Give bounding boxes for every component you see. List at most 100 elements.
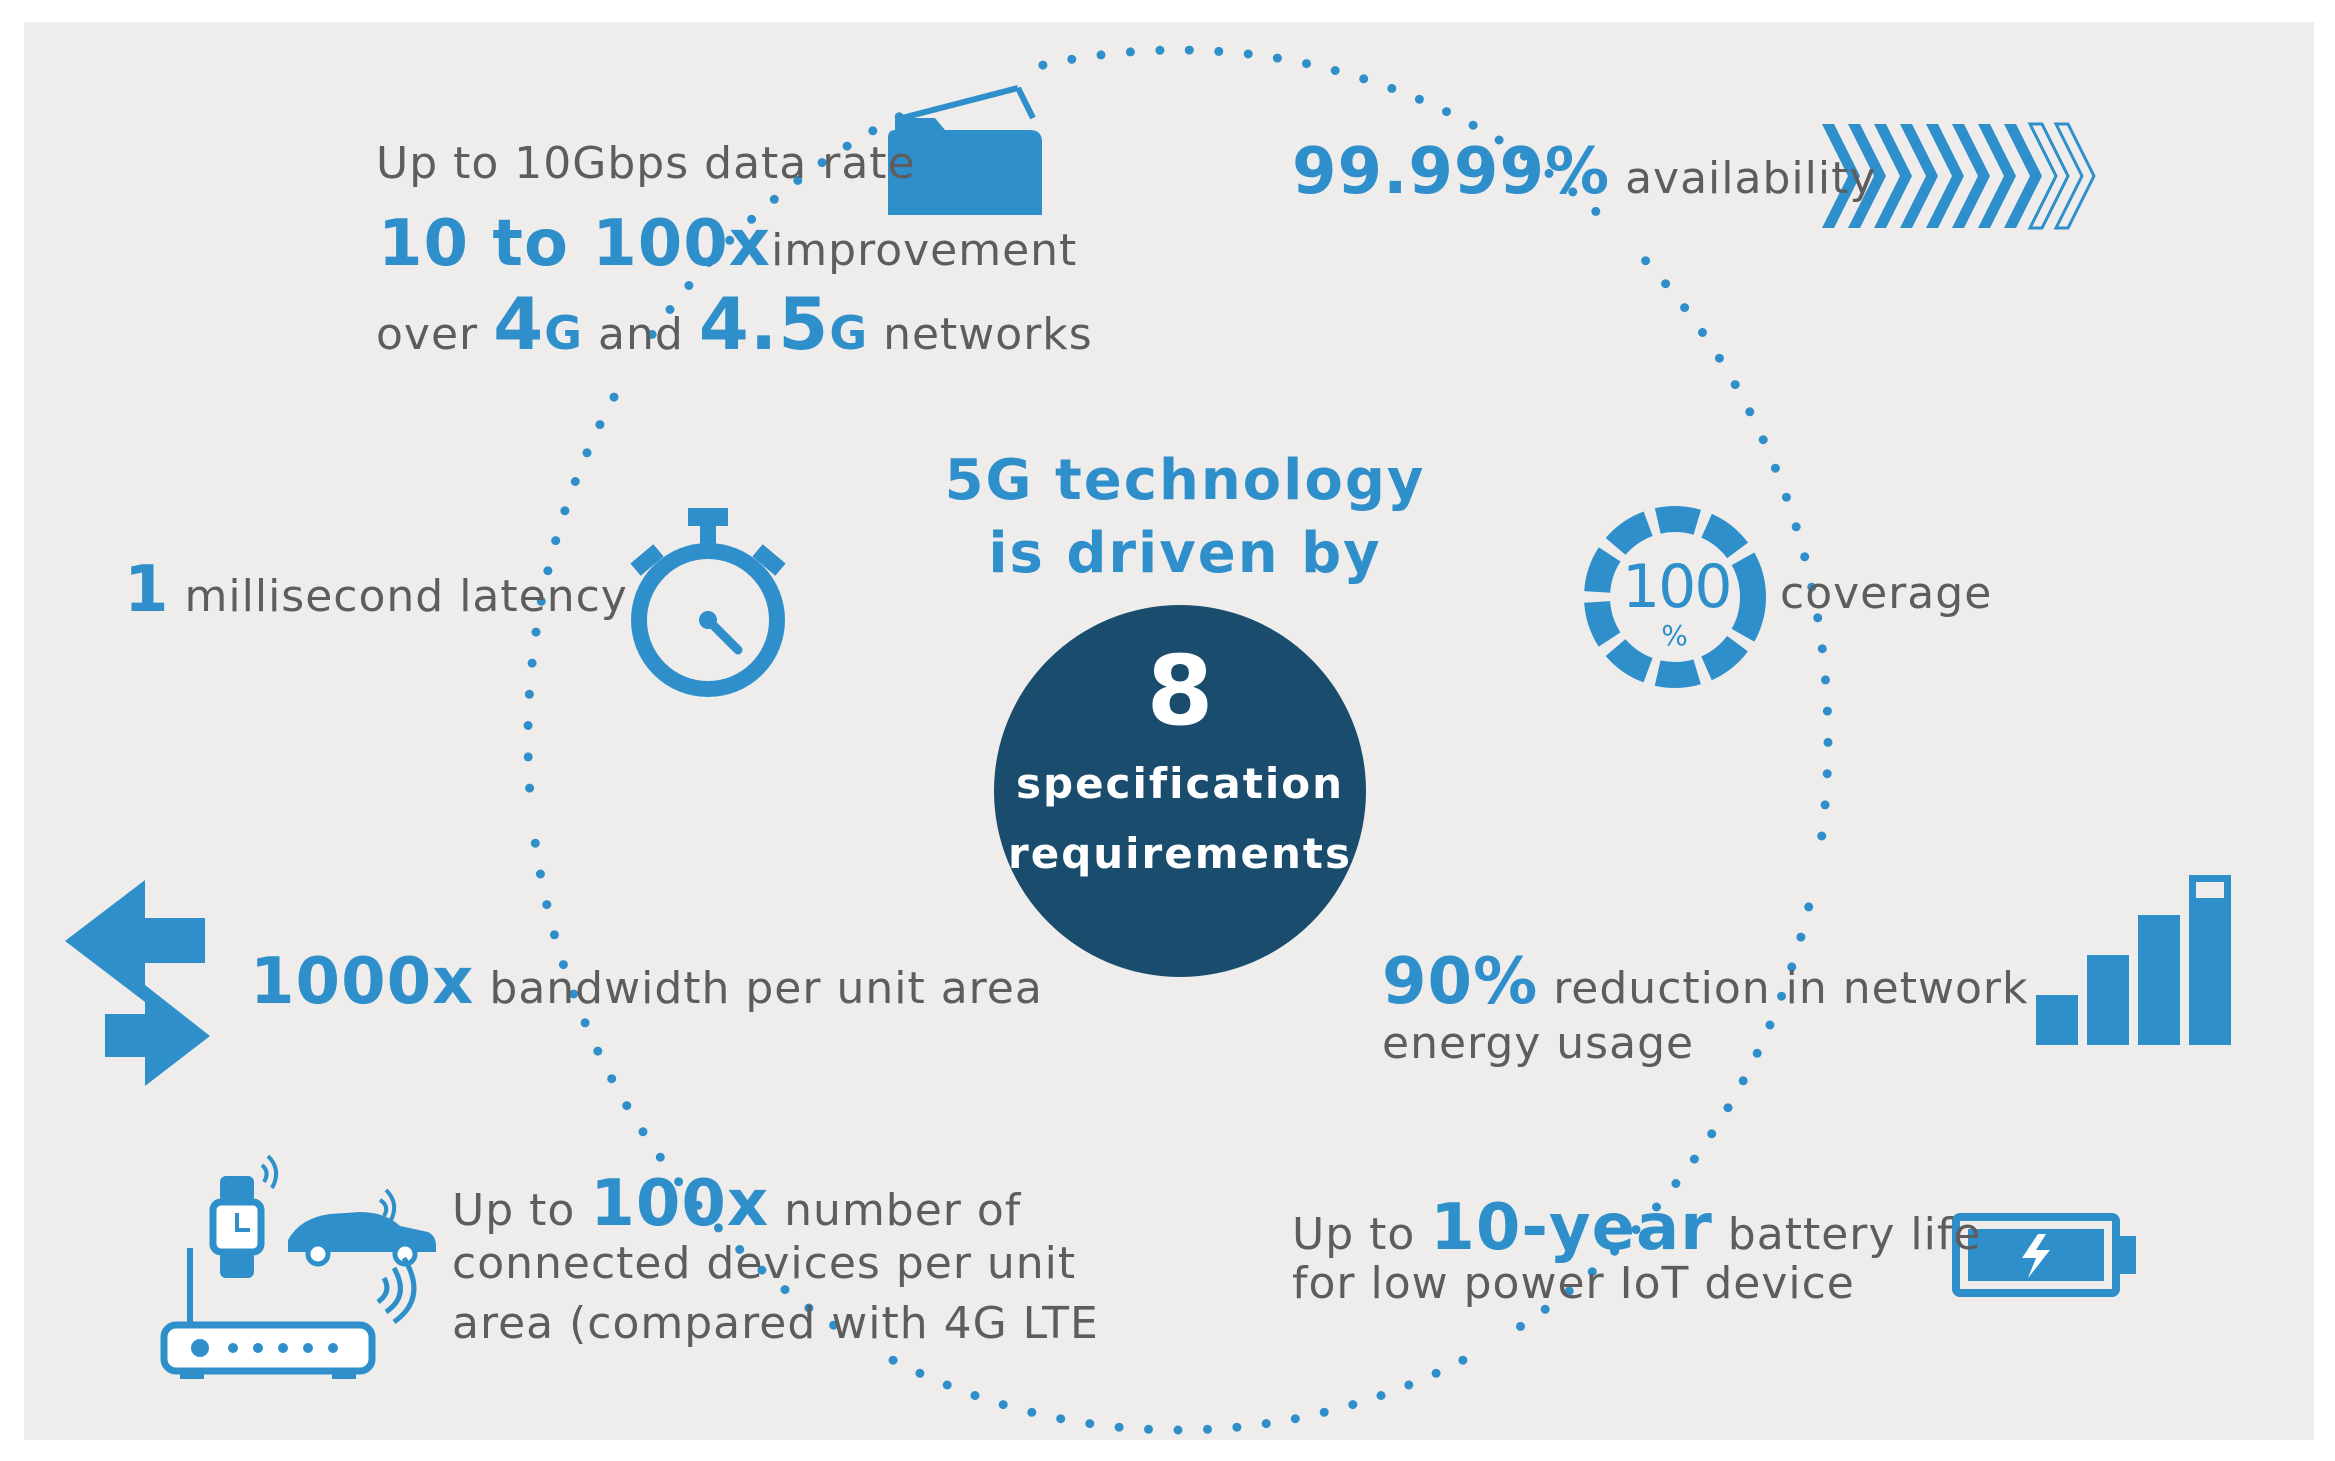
ring-dot bbox=[1468, 120, 1478, 130]
ring-dot bbox=[1125, 47, 1135, 57]
ring-dot bbox=[1800, 552, 1810, 562]
ring-dot bbox=[1330, 66, 1340, 75]
ring-dot bbox=[1777, 991, 1786, 1001]
ring-dot bbox=[1745, 407, 1755, 417]
ring-dot bbox=[1813, 613, 1823, 623]
ring-dot bbox=[1067, 54, 1077, 64]
latency-value: 1 bbox=[124, 553, 170, 627]
ring-dot bbox=[1564, 1286, 1574, 1296]
availability-value: 99.999% bbox=[1292, 135, 1611, 209]
ring-dot bbox=[747, 214, 757, 224]
ring-dot bbox=[1114, 1422, 1124, 1432]
center-circle: 8 specification requirements bbox=[994, 605, 1366, 977]
ring-dot bbox=[1707, 1129, 1717, 1139]
title-line-1: 5G technology bbox=[944, 448, 1426, 513]
over-text: over bbox=[376, 309, 479, 360]
ring-dot bbox=[1822, 769, 1832, 779]
ring-dot bbox=[665, 305, 675, 314]
ring-dot bbox=[1631, 1225, 1641, 1235]
energy-label-1: reduction in network bbox=[1553, 963, 2029, 1014]
ring-dot bbox=[1096, 50, 1106, 60]
ring-dot bbox=[1820, 800, 1830, 810]
ring-dot bbox=[1817, 831, 1827, 841]
folder-icon bbox=[888, 85, 1042, 215]
bandwidth-label: bandwidth per unit area bbox=[489, 963, 1043, 1014]
ring-dot bbox=[531, 627, 541, 637]
ring-dot bbox=[560, 506, 570, 516]
ring-dot bbox=[769, 194, 779, 204]
ring-dot bbox=[829, 1320, 839, 1330]
chevron-mark bbox=[1822, 124, 1860, 228]
energy-label-2: energy usage bbox=[1382, 1018, 1695, 1069]
availability-line: 99.999% availability bbox=[1292, 140, 1876, 204]
latency-line: 1 millisecond latency bbox=[124, 558, 628, 622]
ring-dot bbox=[580, 1018, 590, 1028]
energy-line-1: 90% reduction in network bbox=[1382, 950, 2028, 1014]
ring-dot bbox=[549, 930, 559, 940]
ring-dot bbox=[793, 175, 803, 185]
ring-dot bbox=[780, 1285, 790, 1295]
ring-dot bbox=[757, 1265, 767, 1275]
battery-icon bbox=[1952, 1213, 2136, 1297]
ring-dot bbox=[595, 420, 605, 430]
ring-dot bbox=[622, 1101, 632, 1111]
ring-dot bbox=[638, 1127, 648, 1137]
ring-dot bbox=[543, 566, 553, 576]
chevron-mark bbox=[1978, 124, 2016, 228]
ring-dot bbox=[1817, 644, 1827, 654]
devices-line-3: area (compared with 4G LTE bbox=[452, 1298, 1099, 1349]
ring-dot bbox=[569, 989, 579, 999]
battery-rest: battery life bbox=[1727, 1209, 1982, 1260]
ring-dot bbox=[1641, 256, 1651, 266]
ring-dot bbox=[1302, 59, 1311, 69]
ring-dot bbox=[970, 1391, 980, 1400]
ring-dot bbox=[693, 1200, 703, 1210]
ring-dot bbox=[1494, 135, 1504, 145]
ring-dot bbox=[1610, 1246, 1620, 1256]
dotted-ring bbox=[523, 45, 1833, 1435]
ring-dot bbox=[523, 721, 533, 730]
ring-dot bbox=[1781, 492, 1791, 502]
ring-dot bbox=[1404, 1380, 1414, 1390]
ring-dot bbox=[609, 392, 619, 402]
networks-text: networks bbox=[883, 309, 1093, 360]
chevron-mark bbox=[1874, 124, 1912, 228]
ring-dot bbox=[542, 900, 552, 910]
ring-dot bbox=[582, 448, 592, 458]
ring-dot bbox=[607, 1074, 617, 1084]
ring-dot bbox=[1568, 187, 1578, 197]
ring-dot bbox=[570, 477, 580, 486]
ring-dot bbox=[1203, 1424, 1212, 1434]
ring-dot bbox=[1458, 1355, 1468, 1365]
availability-label: availability bbox=[1625, 153, 1877, 204]
ring-dot bbox=[942, 1380, 952, 1390]
stopwatch-icon bbox=[630, 508, 786, 697]
devices-line-1: Up to 100x number of bbox=[452, 1172, 1021, 1236]
ring-dot bbox=[1807, 582, 1817, 592]
ring-dot bbox=[1723, 1103, 1733, 1113]
ring-dot bbox=[523, 752, 533, 762]
ring-dot bbox=[1770, 463, 1780, 473]
ring-dot bbox=[1544, 168, 1554, 178]
ring-dot bbox=[558, 960, 568, 970]
chevron-mark bbox=[2027, 122, 2070, 230]
ring-dot bbox=[1319, 1407, 1329, 1417]
ring-dot bbox=[1184, 45, 1194, 55]
ring-dot bbox=[1804, 902, 1814, 912]
ring-dot bbox=[842, 141, 852, 151]
improvement-text: improvement bbox=[771, 225, 1078, 276]
ring-dot bbox=[1540, 1304, 1550, 1314]
ring-dot bbox=[684, 281, 694, 290]
coverage-label: coverage bbox=[1780, 568, 1993, 619]
data-rate-label: Up to 10Gbps data rate bbox=[376, 138, 916, 189]
chevron-mark bbox=[1848, 124, 1886, 228]
g4-number: 4 bbox=[493, 282, 545, 366]
ring-dot bbox=[1376, 1391, 1386, 1400]
center-label-line-2: requirements bbox=[1008, 829, 1352, 878]
ring-dot bbox=[1714, 353, 1724, 363]
ring-dot bbox=[1796, 932, 1806, 942]
chevrons-icon bbox=[1822, 122, 2096, 230]
ring-dot bbox=[1290, 1414, 1300, 1424]
ring-dot bbox=[1155, 45, 1165, 55]
